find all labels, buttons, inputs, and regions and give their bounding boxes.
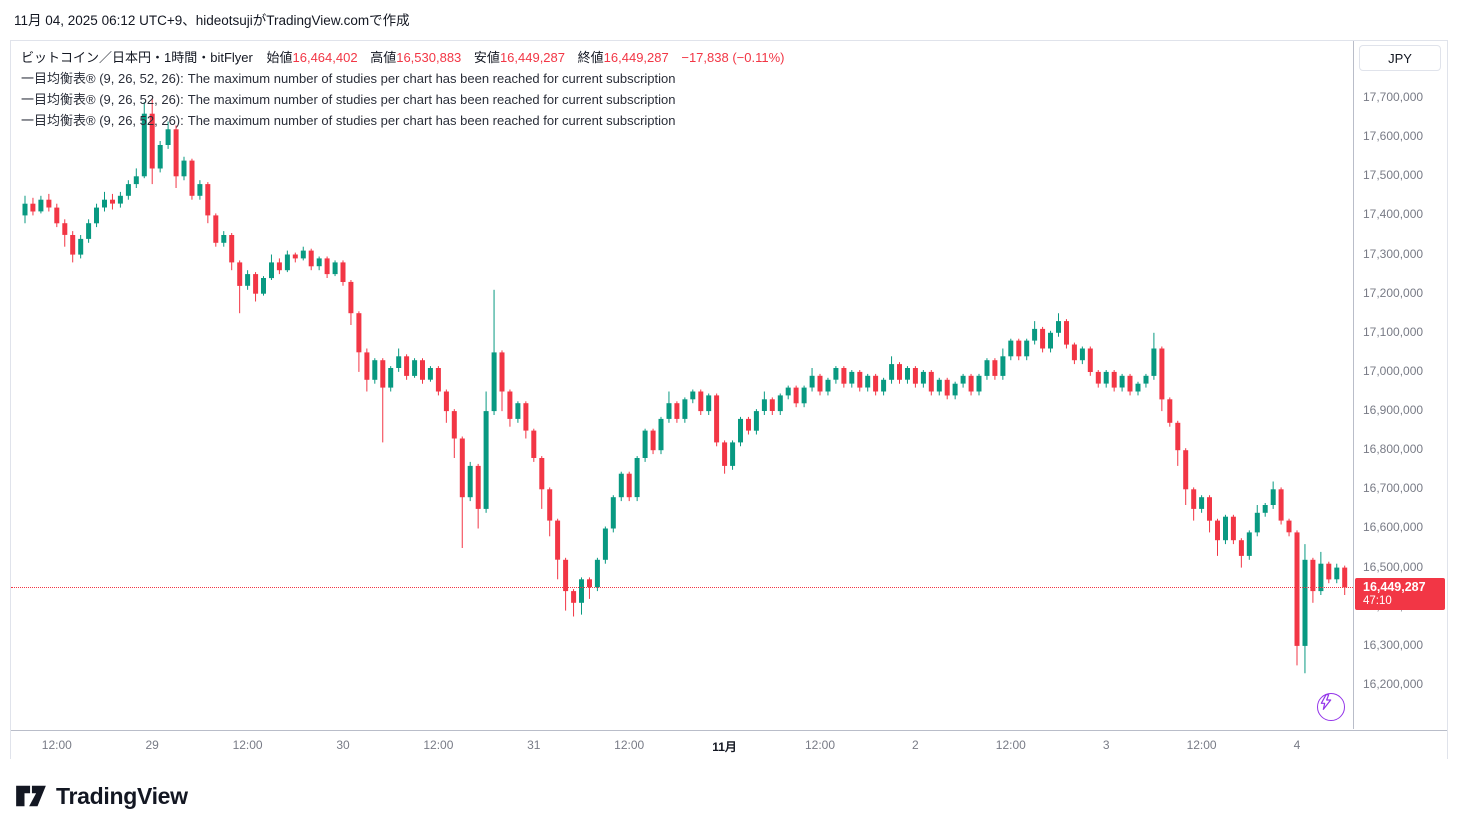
study-name: 一目均衡表® (9, 26, 52, 26): <box>21 92 184 107</box>
time-axis-label: 12:00 <box>1186 738 1217 752</box>
price-axis-label: 16,700,000 <box>1363 481 1424 496</box>
time-axis-label: 12:00 <box>995 738 1026 752</box>
price-axis-label: 17,200,000 <box>1363 285 1424 300</box>
tradingview-logo-icon <box>14 783 48 809</box>
price-axis-label: 16,800,000 <box>1363 442 1424 457</box>
footer: TradingView <box>14 779 188 813</box>
change-value: −17,838 (−0.11%) <box>681 50 785 65</box>
study-legend-row[interactable]: 一目均衡表® (9, 26, 52, 26): The maximum numbe… <box>21 110 784 131</box>
tradingview-logo-text: TradingView <box>56 782 188 809</box>
time-axis-label: 2 <box>912 738 919 752</box>
chart-widget: ビットコイン／日本円・1時間・bitFlyer 始値16,464,402 高値1… <box>10 40 1448 759</box>
current-price-value: 16,449,287 <box>1363 580 1426 595</box>
study-message: The maximum number of studies per chart … <box>187 92 676 107</box>
study-legend-row[interactable]: 一目均衡表® (9, 26, 52, 26): The maximum numbe… <box>21 89 784 110</box>
price-axis-label: 16,900,000 <box>1363 403 1424 418</box>
time-axis-label: 4 <box>1293 738 1301 752</box>
study-message: The maximum number of studies per chart … <box>187 71 676 86</box>
price-axis-label: 17,500,000 <box>1363 168 1424 183</box>
time-axis-label: 12:00 <box>423 738 454 752</box>
price-axis-label: 17,000,000 <box>1363 363 1424 378</box>
candlestick-series <box>22 98 1348 674</box>
study-name: 一目均衡表® (9, 26, 52, 26): <box>21 113 184 128</box>
bar-countdown: 47:10 <box>1363 595 1392 608</box>
price-axis-label: 17,100,000 <box>1363 324 1424 339</box>
open-value: 始値16,464,402 <box>266 50 358 65</box>
time-axis-label: 11月 <box>712 740 737 754</box>
chart-legend: ビットコイン／日本円・1時間・bitFlyer 始値16,464,402 高値1… <box>21 47 784 131</box>
price-axis-label: 16,600,000 <box>1363 520 1424 535</box>
snapshot-attribution: 11月 04, 2025 06:12 UTC+9、hideotsujiがTrad… <box>14 13 410 28</box>
current-price-badge: 16,449,287 47:10 <box>1355 578 1445 611</box>
time-axis-label: 29 <box>145 738 159 752</box>
instant-trading-button[interactable] <box>1317 693 1345 721</box>
time-axis-label: 30 <box>336 738 350 752</box>
time-axis-label: 3 <box>1102 738 1110 752</box>
close-value: 終値16,449,287 <box>577 50 669 65</box>
price-chart-pane[interactable]: ビットコイン／日本円・1時間・bitFlyer 始値16,464,402 高値1… <box>11 41 1354 729</box>
price-axis[interactable]: JPY 17,700,000 17,600,000 17,500,000 17,400… <box>1354 41 1447 729</box>
currency-button[interactable]: JPY <box>1359 45 1441 71</box>
tradingview-logo[interactable]: TradingView <box>14 783 188 810</box>
study-name: 一目均衡表® (9, 26, 52, 26): <box>21 71 184 86</box>
study-message: The maximum number of studies per chart … <box>187 113 676 128</box>
time-axis-label: 12:00 <box>804 738 836 752</box>
price-axis-label: 16,300,000 <box>1363 637 1424 652</box>
price-axis-label: 17,400,000 <box>1363 207 1424 222</box>
low-value: 安値16,449,287 <box>473 50 566 65</box>
study-legend-row[interactable]: 一目均衡表® (9, 26, 52, 26): The maximum numbe… <box>21 68 784 89</box>
price-axis-label: 16,200,000 <box>1363 676 1424 691</box>
price-axis-label: 17,700,000 <box>1363 90 1424 104</box>
symbol-legend-row: ビットコイン／日本円・1時間・bitFlyer 始値16,464,402 高値1… <box>21 47 784 68</box>
time-axis-label: 31 <box>527 738 541 752</box>
time-axis-label: 12:00 <box>232 738 263 752</box>
symbol-title[interactable]: ビットコイン／日本円・1時間・bitFlyer <box>21 50 253 65</box>
current-price-line <box>11 587 1353 589</box>
high-value: 高値16,530,883 <box>370 50 462 65</box>
time-axis[interactable]: 12:00 29 12:00 30 12:00 31 12:00 11月 12:00 2 12:00… <box>11 730 1447 759</box>
price-axis-label: 17,300,000 <box>1363 246 1424 261</box>
time-axis-label: 12:00 <box>614 738 645 752</box>
price-axis-label: 17,600,000 <box>1363 129 1424 144</box>
time-axis-label: 12:00 <box>41 738 72 752</box>
price-axis-label: 16,500,000 <box>1363 559 1424 574</box>
